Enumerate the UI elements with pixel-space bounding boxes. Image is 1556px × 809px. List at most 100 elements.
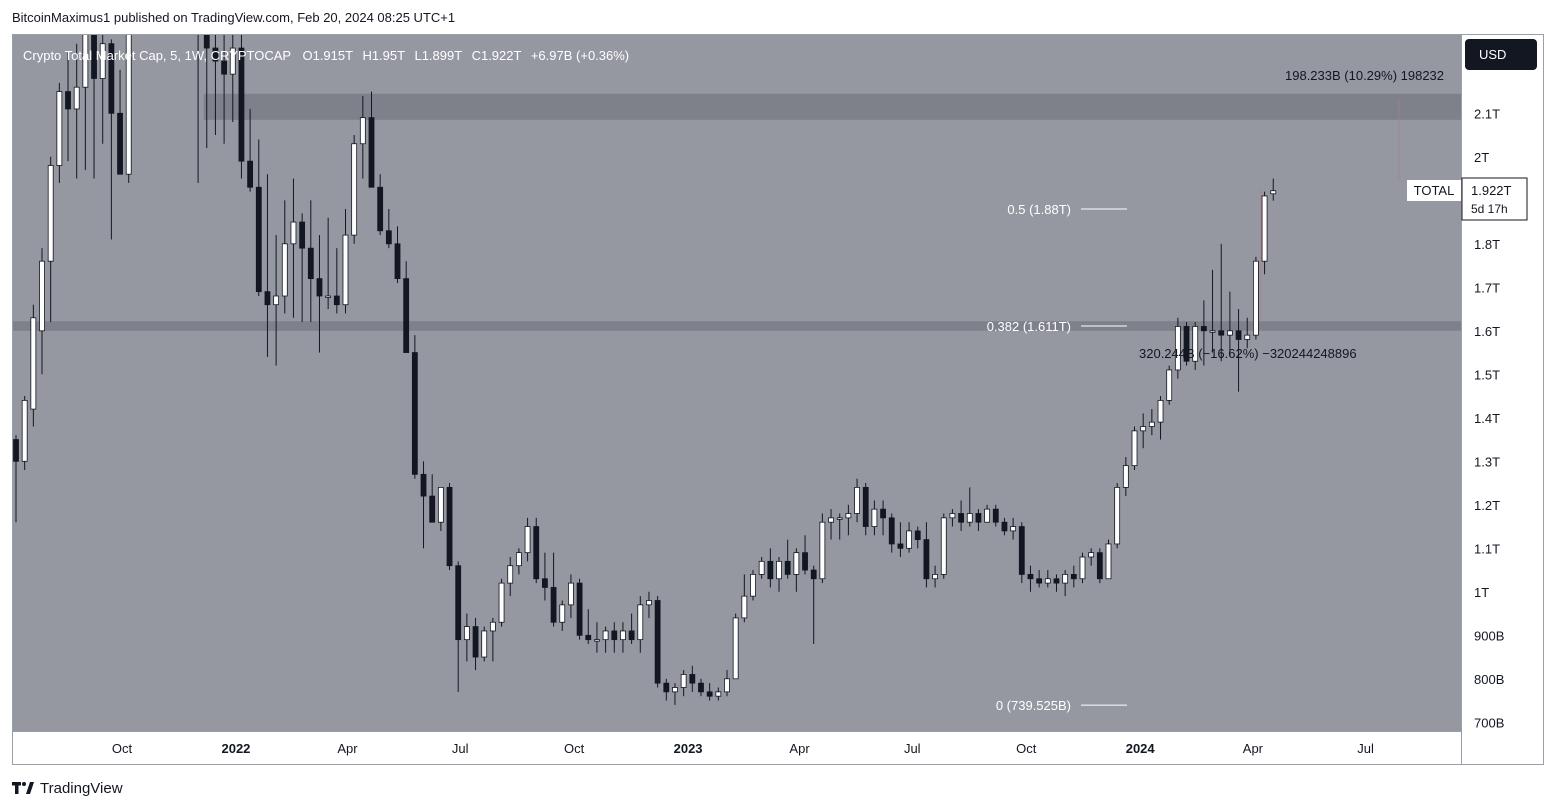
currency-button[interactable]: USD <box>1465 39 1537 70</box>
candle-body <box>1070 574 1077 580</box>
x-tick-label: Jul <box>1357 741 1374 756</box>
candle-2023-03-20 <box>784 539 791 579</box>
x-tick-label: Jul <box>904 741 921 756</box>
tradingview-logo-icon <box>12 782 34 794</box>
candle-body <box>1036 578 1043 584</box>
candle-2023-02-27 <box>758 557 765 579</box>
candle-2022-09-19 <box>559 600 566 631</box>
candle-2022-12-12 <box>663 678 670 701</box>
y-tick-label: 900B <box>1474 628 1504 643</box>
candle-2023-07-31 <box>949 509 956 527</box>
candle-body <box>273 295 280 306</box>
candle-body <box>515 552 522 567</box>
candle-body <box>1209 330 1216 333</box>
candle-2021-12-20 <box>221 35 227 144</box>
candle-body <box>654 600 661 684</box>
candle-2024-02-05 <box>1183 322 1190 366</box>
candle-2022-11-07 <box>620 622 626 653</box>
candle-2024-01-01 <box>1140 413 1147 449</box>
candle-2022-01-03 <box>238 35 245 179</box>
candle-2022-04-11 <box>359 95 366 179</box>
candle-body <box>741 595 748 619</box>
candle-body <box>1183 326 1190 362</box>
time-axis-background[interactable] <box>13 731 1461 764</box>
candle-body <box>437 486 444 523</box>
candle-2023-12-04 <box>1105 539 1112 580</box>
candle-2021-08-23 <box>73 43 80 179</box>
candle-body <box>472 626 479 658</box>
candle-2022-03-07 <box>316 235 323 353</box>
candle-2022-11-28 <box>646 591 652 618</box>
price-axis-background[interactable] <box>1461 35 1543 764</box>
candle-body <box>732 617 739 680</box>
candle-2022-03-28 <box>342 209 349 314</box>
candle-body <box>1270 190 1277 195</box>
candle-body <box>706 691 713 697</box>
candle-2023-12-25 <box>1131 426 1138 470</box>
candle-2023-04-17 <box>819 513 826 584</box>
candle-body <box>47 165 54 262</box>
candle-body <box>871 508 878 527</box>
legend-low-label: L <box>414 48 421 63</box>
candle-body <box>1062 574 1069 584</box>
candle-body <box>108 43 115 114</box>
footer: TradingView <box>12 778 123 798</box>
candle-2024-04-15 <box>1270 178 1277 201</box>
candle-body <box>1010 526 1017 532</box>
candle-body <box>1044 578 1051 584</box>
candle-body <box>897 543 904 549</box>
candle-body <box>125 35 132 175</box>
candle-body <box>784 560 791 575</box>
lower-measurement-label: 320.244B (−16.62%) −320244248896 <box>1139 346 1357 361</box>
candle-2024-04-08 <box>1261 191 1268 275</box>
candle-2023-05-29 <box>871 500 878 536</box>
candle-body <box>594 639 600 642</box>
candle-body <box>394 243 401 280</box>
candle-body <box>533 526 540 580</box>
candlestick-chart[interactable]: 0.5 (1.88T) 0.382 (1.611T) 0 (739.525B) 2.… <box>13 35 1543 764</box>
candle-body <box>758 560 765 575</box>
y-tick-label: 1.2T <box>1474 498 1500 513</box>
candle-body <box>672 687 678 693</box>
candle-body <box>637 604 644 641</box>
y-tick-label: 2T <box>1474 150 1489 165</box>
candle-2023-03-13 <box>776 557 782 592</box>
candle-body <box>750 574 756 597</box>
candle-body <box>914 530 921 540</box>
candle-2023-06-12 <box>888 513 895 553</box>
candle-2022-05-09 <box>394 226 401 283</box>
zone-0 <box>203 93 1461 120</box>
candle-body <box>568 582 574 606</box>
candle-2023-06-26 <box>906 522 912 553</box>
y-tick-label: 1.5T <box>1474 367 1500 382</box>
candle-2022-09-12 <box>550 552 557 627</box>
zone-1 <box>13 321 1461 331</box>
candle-2024-03-18 <box>1235 309 1242 392</box>
candle-body <box>984 508 991 523</box>
candle-body <box>854 486 860 514</box>
legend-close-label: C <box>472 48 481 63</box>
y-tick-label: 1.1T <box>1474 541 1500 556</box>
candle-body <box>680 674 687 688</box>
candle-2023-07-10 <box>923 522 930 588</box>
candle-body <box>325 295 332 298</box>
candle-body <box>13 439 19 462</box>
candle-2022-02-21 <box>299 213 306 323</box>
candle-body <box>888 517 895 545</box>
legend-line: Crypto Total Market Cap, 5, 1W, CRYPTOCA… <box>23 48 629 63</box>
candle-2023-03-27 <box>793 548 800 592</box>
candle-body <box>958 513 965 523</box>
legend-open-label: O <box>302 48 312 63</box>
x-tick-label: 2024 <box>1126 741 1156 756</box>
candle-2022-10-17 <box>594 622 600 653</box>
candle-body <box>646 600 652 606</box>
candle-2023-08-14 <box>966 487 973 527</box>
legend-high-label: H <box>362 48 371 63</box>
candle-2022-07-18 <box>481 626 488 662</box>
candle-body <box>351 143 358 236</box>
chart-area[interactable]: 0.5 (1.88T) 0.382 (1.611T) 0 (739.525B) 2.… <box>12 34 1544 765</box>
x-tick-label: Oct <box>112 741 133 756</box>
price-axis: 2.1T 2T 1.8T 1.7T 1.6T 1.5T 1.4T 1.3T 1.2T 1.1T 1T… <box>1474 106 1504 730</box>
candle-2022-02-28 <box>307 200 314 323</box>
x-tick-label: Oct <box>564 741 585 756</box>
